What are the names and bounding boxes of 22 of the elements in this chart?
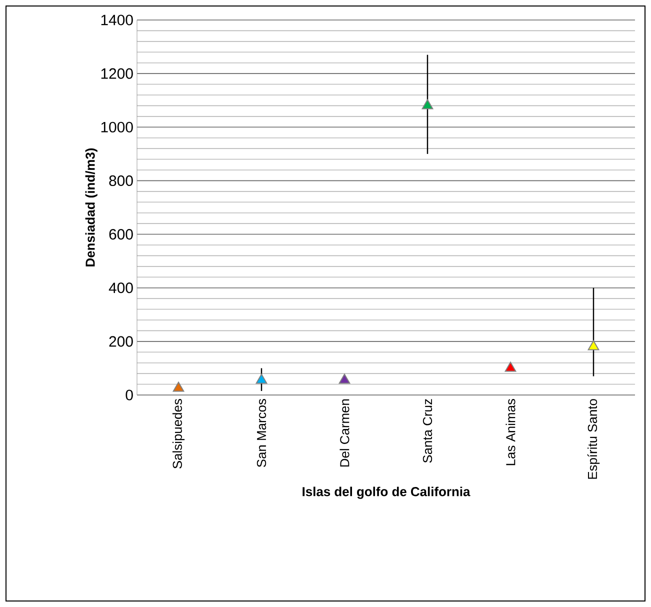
point	[588, 340, 600, 350]
y-axis-title: Densiadad (ind/m3)	[85, 148, 98, 266]
point	[172, 382, 184, 392]
x-tick-label: San Marcos	[256, 399, 266, 468]
y-tick-label: 1400	[101, 14, 133, 26]
x-tick-label: Del Carmen	[340, 399, 350, 467]
x-tick-label: Santa Cruz	[422, 399, 432, 463]
y-tick-label: 1000	[101, 122, 133, 132]
y-tick-label: 600	[109, 228, 133, 240]
x-tick-label: Espíritu Santo	[587, 399, 600, 479]
point	[338, 374, 350, 384]
x-axis-title: Islas del golfo de California	[302, 486, 470, 499]
y-tick-label: 800	[109, 175, 133, 186]
point	[256, 374, 268, 384]
y-tick-label: 0	[126, 390, 133, 400]
y-tick-label: 200	[109, 336, 133, 347]
y-tick-label: 1200	[101, 68, 133, 79]
point	[504, 362, 516, 372]
x-tick-label: Las Animas	[506, 399, 516, 466]
y-tick-label: 400	[108, 282, 133, 294]
x-tick-label: Salsipuedes	[172, 398, 185, 468]
point	[422, 99, 434, 110]
